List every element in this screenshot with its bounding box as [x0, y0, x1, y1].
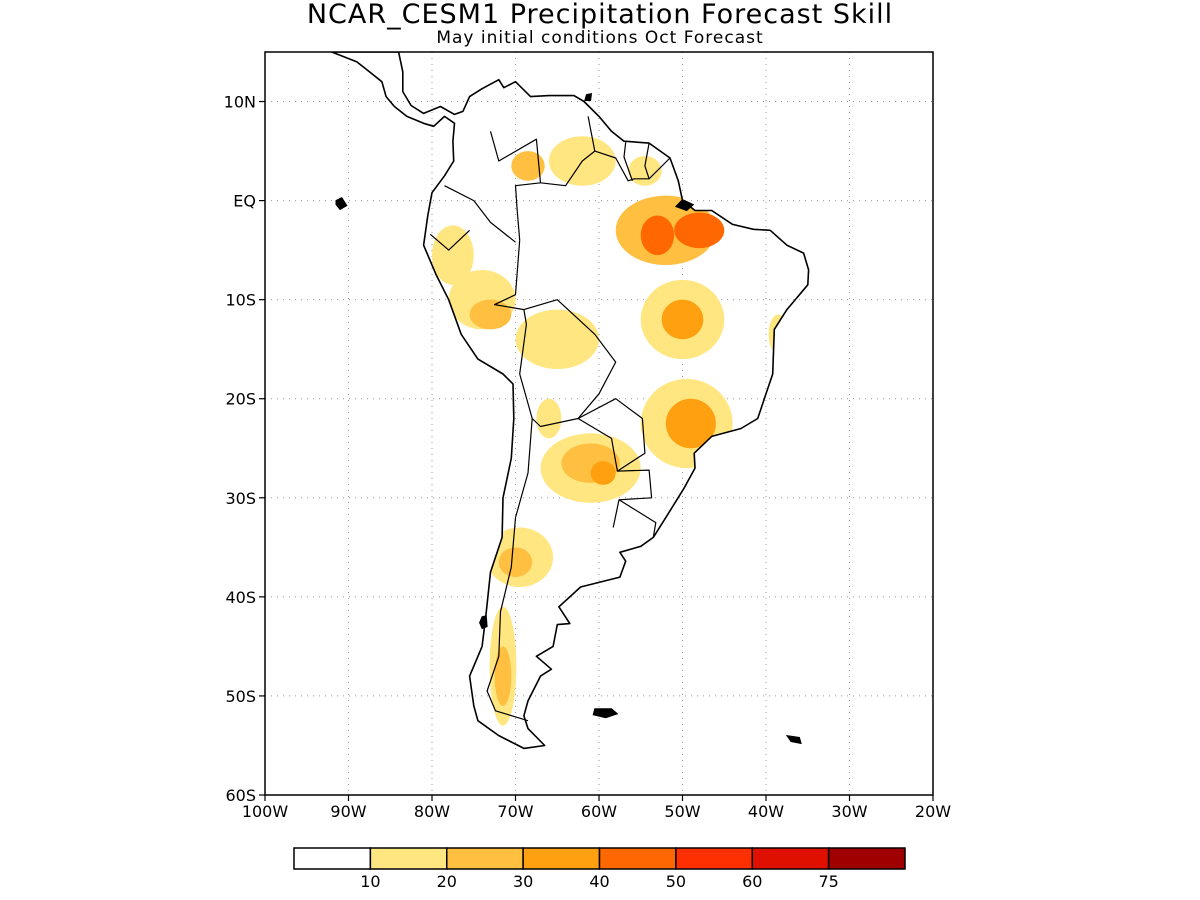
colorbar-label: 50 [666, 872, 686, 891]
y-tick-label: 30S [225, 489, 256, 508]
colorbar-label: 10 [360, 872, 380, 891]
skill-shading [401, 136, 789, 726]
x-tick-label: 50W [664, 802, 700, 821]
country-border [594, 150, 671, 182]
colorbar-bin [369, 847, 448, 870]
country-border [494, 240, 527, 375]
colorbar-label: 75 [818, 872, 838, 891]
country-borders [429, 116, 671, 722]
coastline [331, 52, 810, 750]
skill-region [661, 299, 704, 340]
skill-region [401, 190, 422, 231]
island [335, 196, 348, 211]
country-border [612, 469, 653, 528]
skill-region [498, 547, 533, 578]
x-tick-label: 30W [831, 802, 867, 821]
x-tick-label: 100W [242, 802, 289, 821]
colorbar-bin [446, 847, 524, 870]
skill-region [674, 212, 725, 249]
country-border [444, 185, 516, 243]
x-tick-label: 70W [497, 802, 533, 821]
y-tick-label: EQ [233, 192, 256, 211]
y-tick-label: 60S [225, 786, 256, 805]
colorbar-label: 20 [437, 872, 457, 891]
colorbar-bin [827, 847, 906, 870]
island [785, 734, 802, 745]
skill-region [494, 646, 512, 706]
colorbar-bin [598, 847, 677, 870]
islands [335, 92, 802, 745]
country-border [486, 418, 533, 722]
x-tick-label: 20W [915, 802, 951, 821]
skill-region [469, 299, 512, 330]
island [592, 708, 619, 719]
colorbar-label: 30 [513, 872, 533, 891]
skill-region [640, 215, 675, 256]
x-tick-label: 40W [748, 802, 784, 821]
country-border [644, 142, 650, 179]
map-subtitle: May initial conditions Oct Forecast [436, 28, 764, 48]
map-title: NCAR_CESM1 Precipitation Forecast Skill [306, 0, 894, 30]
colorbar-label: 40 [589, 872, 609, 891]
skill-region [515, 309, 599, 370]
country-border [519, 299, 617, 428]
skill-region [590, 461, 616, 485]
y-tick-label: 10N [224, 93, 256, 112]
y-tick-label: 10S [225, 291, 256, 310]
island [584, 92, 593, 101]
country-border [618, 499, 657, 538]
country-border [429, 229, 471, 251]
x-tick-label: 90W [330, 802, 366, 821]
colorbar: 10 20 30 40 50 60 75 [293, 847, 906, 891]
skill-region [665, 398, 716, 449]
y-tick-label: 40S [225, 588, 256, 607]
country-border [540, 116, 596, 187]
skill-region [536, 398, 562, 439]
island [674, 198, 695, 212]
country-border [577, 398, 646, 472]
axis-ticks: 100W 90W 80W 70W 60W 50W 40W 30W 20W 10N EQ 10S 20S 3… [224, 93, 952, 821]
y-tick-label: 50S [225, 687, 256, 706]
colorbar-bin [522, 847, 601, 870]
country-border [623, 142, 633, 181]
country-border [489, 131, 542, 241]
skill-region [511, 151, 545, 181]
y-tick-label: 20S [225, 390, 256, 409]
colorbar-bin [675, 847, 753, 870]
skill-region [768, 314, 789, 355]
x-tick-label: 60W [581, 802, 617, 821]
skill-region [432, 225, 474, 285]
x-tick-label: 80W [414, 802, 450, 821]
colorbar-bin [751, 847, 830, 870]
colorbar-label: 60 [742, 872, 762, 891]
colorbar-bin [293, 847, 372, 870]
